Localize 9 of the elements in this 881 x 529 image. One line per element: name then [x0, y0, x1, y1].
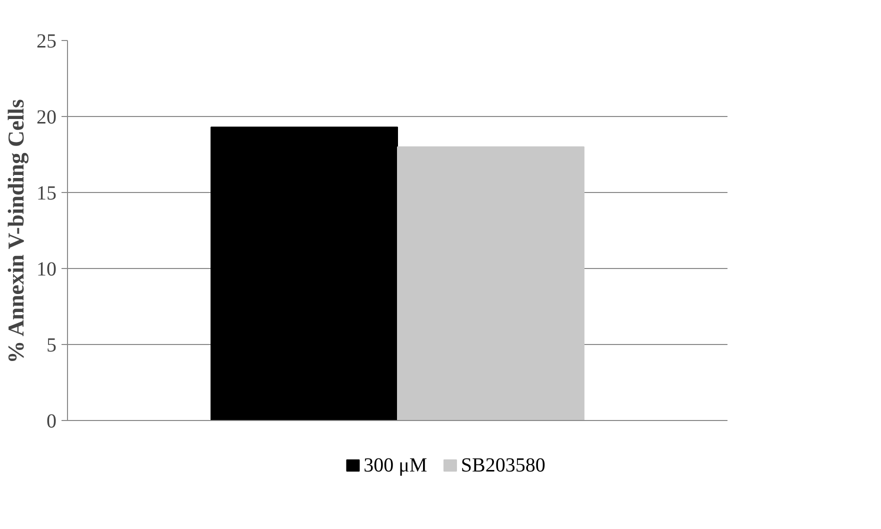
y-tick-label: 10	[36, 258, 56, 280]
legend-label: 300 μM	[364, 454, 428, 476]
legend-label: SB203580	[460, 454, 546, 476]
y-tick-label: 5	[46, 334, 56, 356]
y-tick-label: 20	[36, 106, 56, 128]
y-tick-label: 15	[36, 182, 56, 204]
y-tick-label: 25	[36, 30, 56, 52]
y-axis-title: % Annexin V-binding Cells	[4, 99, 28, 364]
y-tick-label: 0	[46, 410, 56, 432]
